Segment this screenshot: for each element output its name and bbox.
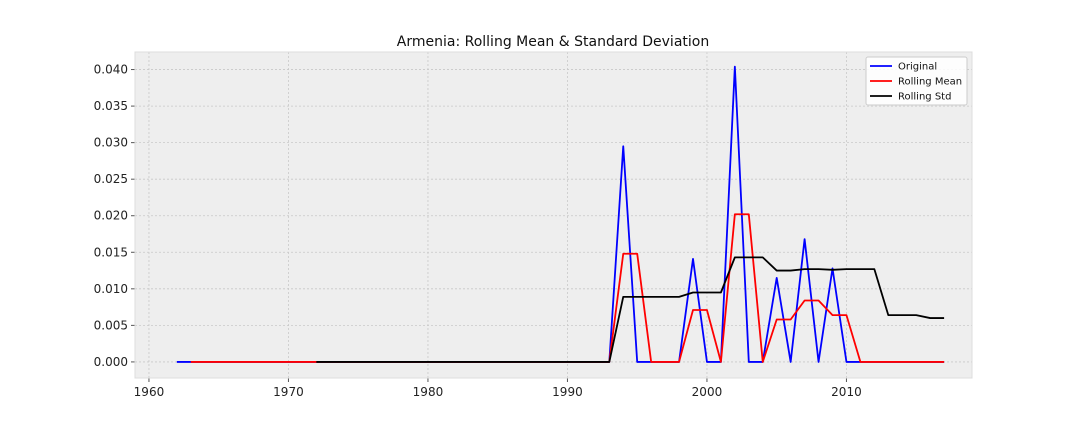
y-tick-label: 0.015 <box>94 245 128 259</box>
x-tick-label: 1990 <box>552 385 583 399</box>
y-tick-label: 0.005 <box>94 318 128 332</box>
legend-label: Rolling Mean <box>898 77 962 88</box>
y-tick-label: 0.010 <box>94 282 128 296</box>
legend-label: Original <box>898 62 937 73</box>
x-tick-label: 2000 <box>692 385 723 399</box>
plot-frame <box>134 51 973 379</box>
y-tick-label: 0.025 <box>94 172 128 186</box>
x-tick-label: 2010 <box>831 385 862 399</box>
grid <box>135 52 972 378</box>
series-line-rolling-mean <box>190 213 945 363</box>
y-tick-label: 0.020 <box>94 209 128 223</box>
legend: Original Rolling Mean Rolling Std <box>865 56 968 106</box>
legend-label: Rolling Std <box>898 92 951 103</box>
x-tick-label: 1960 <box>134 385 165 399</box>
series-line-original <box>176 65 945 363</box>
axes: 1960 1970 1980 1990 2000 2010 0.000 0.005 0.010 0… <box>94 51 973 399</box>
x-tick-label: 1980 <box>413 385 444 399</box>
y-tick-label: 0.035 <box>94 99 128 113</box>
y-tick-label: 0.030 <box>94 136 128 150</box>
x-tick-label: 1970 <box>273 385 304 399</box>
series-line-rolling-std <box>316 256 945 363</box>
y-tick-label: 0.040 <box>94 63 128 77</box>
series-group <box>176 65 945 363</box>
legend-box <box>865 56 968 106</box>
y-tick-label: 0.000 <box>94 355 128 369</box>
chart-title: Armenia: Rolling Mean & Standard Deviati… <box>397 34 709 50</box>
